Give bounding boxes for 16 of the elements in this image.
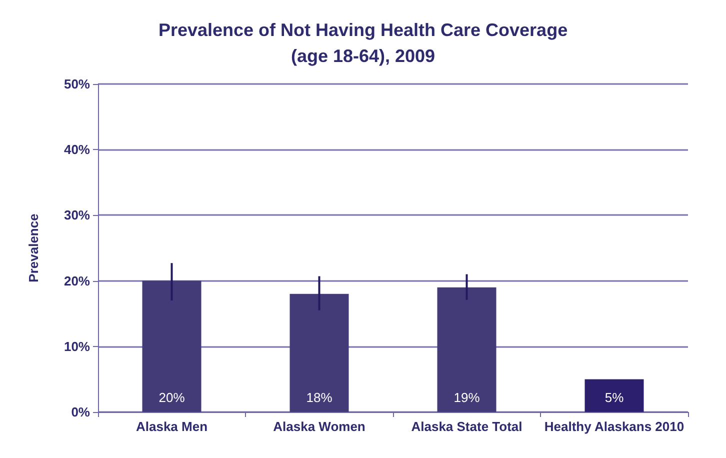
data-label: 5% — [604, 390, 624, 405]
x-tick-label: Alaska State Total — [411, 419, 522, 434]
x-tick-label: Healthy Alaskans 2010 — [544, 419, 684, 434]
data-label: 19% — [454, 390, 480, 405]
y-tick-label: 30% — [64, 208, 90, 223]
y-axis-title: Prevalence — [26, 214, 41, 282]
x-tick-label: Alaska Men — [136, 419, 208, 434]
chart-title: Prevalence of Not Having Health Care Coverage (age 18-64), 2009 — [158, 20, 568, 66]
y-tick-label: 20% — [64, 273, 90, 288]
data-label: 18% — [306, 390, 333, 405]
data-label: 20% — [158, 390, 186, 405]
y-tick-label: 40% — [64, 142, 90, 158]
y-tick-label: 50% — [64, 76, 90, 92]
x-tick-label: Alaska Women — [273, 419, 366, 434]
y-tick-label: 10% — [64, 338, 90, 354]
y-tick-label: 0% — [71, 404, 90, 420]
